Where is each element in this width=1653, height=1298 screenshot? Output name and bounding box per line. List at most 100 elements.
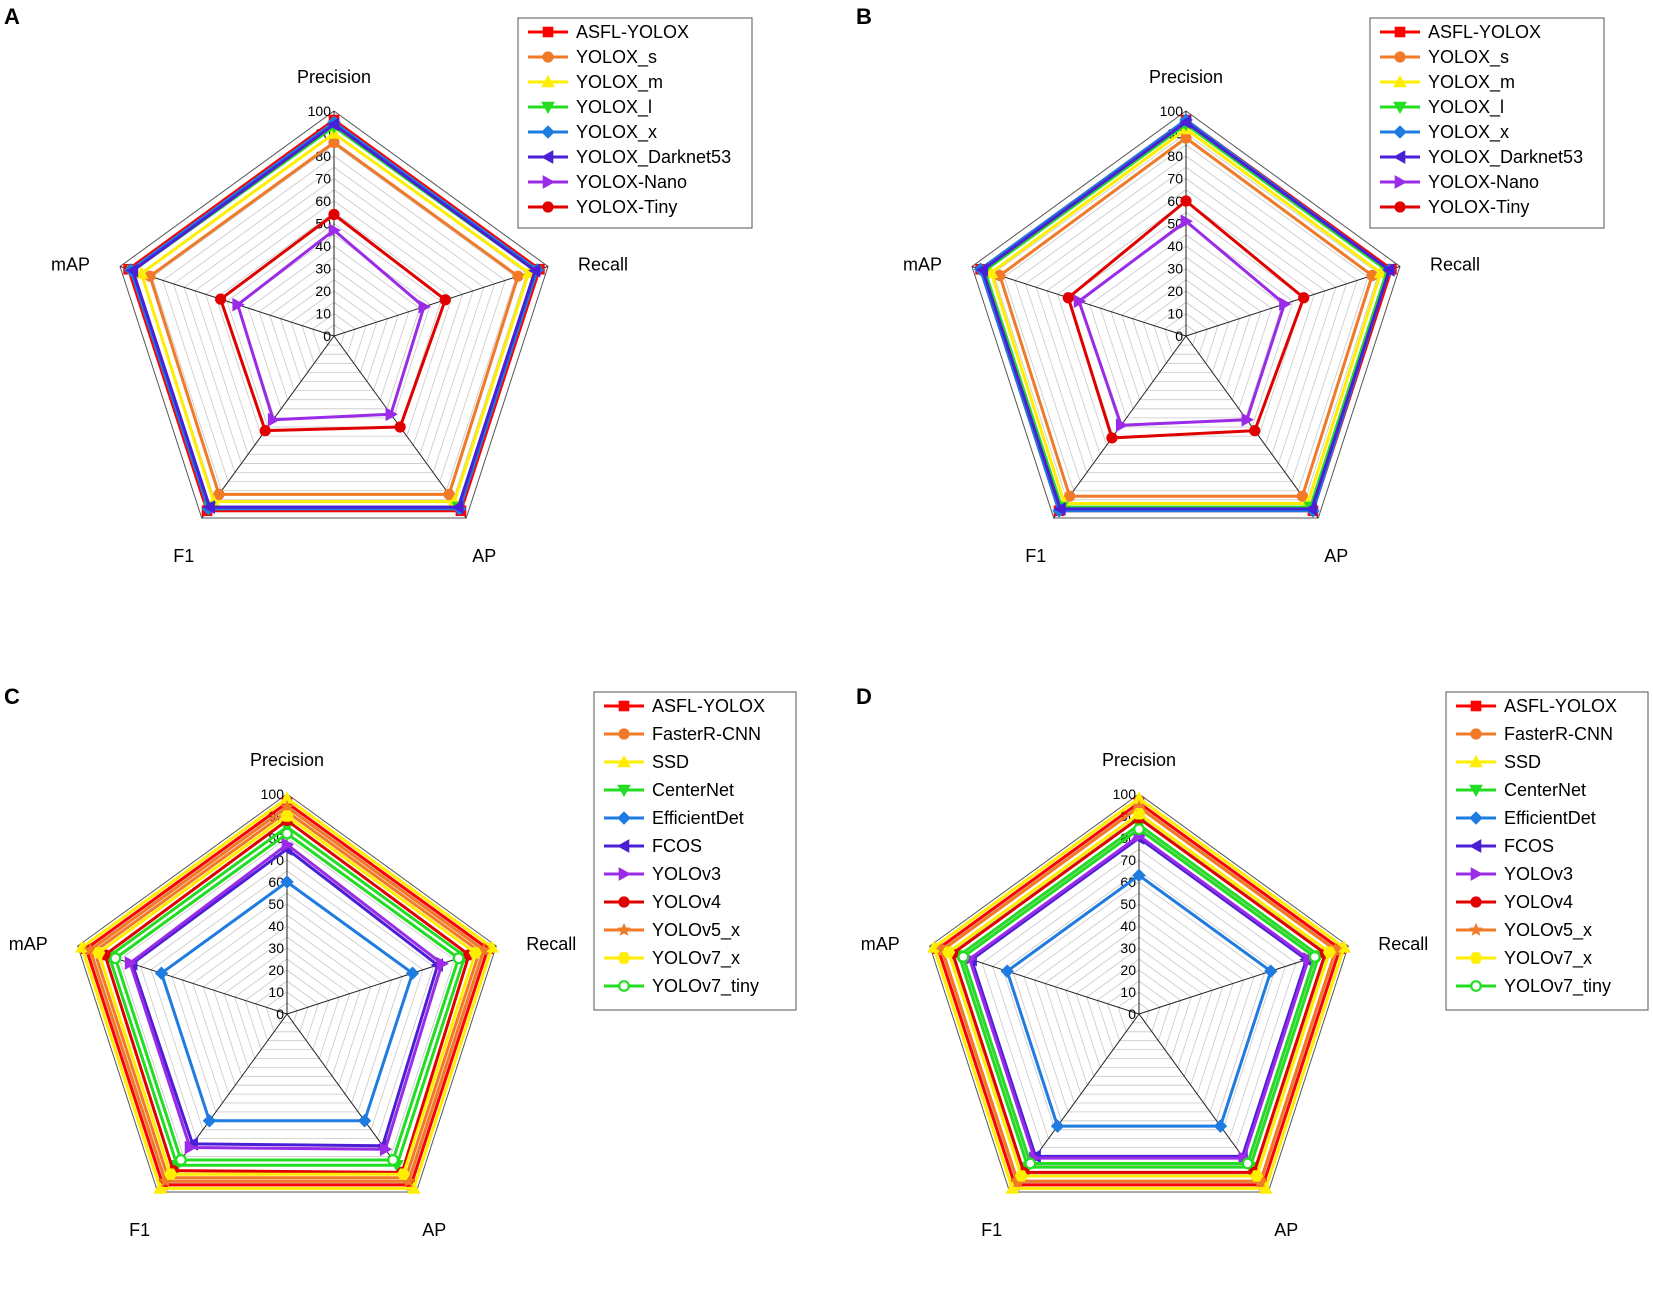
series-line	[1066, 199, 1306, 440]
radar-chart-b: 0102030405060708090100PrecisionRecallAPF…	[903, 17, 1605, 566]
radar-chart-d: 0102030405060708090100PrecisionRecallAPF…	[861, 691, 1649, 1240]
legend: ASFL-YOLOX FasterR-CNN SSD CenterNet Efficie…	[593, 691, 797, 1011]
grid-ring	[194, 189, 474, 455]
grid-ring	[192, 914, 382, 1095]
legend-item: FCOS	[1456, 836, 1554, 856]
grid-ring	[119, 837, 455, 1157]
grid-ring	[183, 178, 485, 464]
legend-marker	[1394, 201, 1406, 213]
legend-item: YOLOX_m	[528, 72, 663, 93]
legend-item: YOLOX_l	[528, 97, 652, 118]
axis-label-precision: Precision	[1149, 67, 1223, 87]
series-yolox-m	[134, 126, 536, 507]
tick-label: 30	[1120, 940, 1136, 956]
legend-marker	[1393, 74, 1407, 88]
grid-ring	[1035, 178, 1337, 464]
axis-label-ap: AP	[1324, 546, 1348, 566]
legend-item: YOLOX-Tiny	[528, 197, 677, 217]
legend-item: YOLOX_l	[1380, 97, 1504, 118]
legend-item: YOLOv3	[1456, 864, 1573, 884]
legend-marker	[1468, 839, 1482, 853]
grid-ring	[1003, 144, 1369, 492]
data-point	[1249, 425, 1261, 437]
data-point	[1050, 1119, 1065, 1133]
data-point	[281, 827, 293, 840]
legend-item: EfficientDet	[604, 808, 744, 828]
data-point	[109, 952, 122, 965]
series-line	[932, 796, 1346, 1190]
legend-item: FasterR-CNN	[1456, 724, 1613, 744]
series-line	[936, 801, 1342, 1187]
legend-item: YOLOv3	[604, 864, 721, 884]
grid-ring	[162, 155, 506, 483]
axis-label-f1: F1	[981, 1220, 1002, 1240]
data-point	[387, 1154, 399, 1166]
axis-spoke	[1185, 265, 1401, 337]
legend-label: YOLOX_m	[576, 72, 663, 93]
tick-label: 70	[315, 171, 331, 187]
data-point	[942, 946, 956, 958]
series-line	[983, 123, 1389, 509]
data-point	[385, 407, 398, 422]
data-point	[1241, 412, 1254, 427]
legend-item: YOLOv7_x	[1456, 948, 1592, 969]
data-point	[452, 952, 465, 965]
legend-label: EfficientDet	[652, 808, 744, 828]
legend-marker	[1469, 754, 1483, 768]
tick-label: 40	[268, 918, 284, 934]
legend-marker	[617, 922, 631, 936]
legend-marker	[1393, 125, 1407, 139]
series-line	[113, 832, 461, 1162]
data-point	[328, 223, 342, 238]
legend-box	[1369, 17, 1605, 229]
legend-item: YOLOX_s	[528, 47, 657, 68]
legend-item: YOLOX-Nano	[1380, 172, 1539, 192]
grid-ring	[1117, 991, 1161, 1033]
series-yolov7-tiny	[109, 827, 465, 1166]
legend: ASFL-YOLOX YOLOX_s YOLOX_m YOLOX_l YOLOX_x YO…	[517, 17, 753, 229]
series-yolov7-x	[92, 810, 482, 1180]
series-yolov3	[124, 837, 449, 1157]
legend-item: ASFL-YOLOX	[604, 696, 765, 716]
tick-label: 0	[276, 1006, 284, 1022]
grid-ring	[280, 279, 388, 382]
legend-box	[517, 17, 753, 229]
legend-marker	[1469, 952, 1483, 964]
data-point	[1024, 1157, 1037, 1170]
data-point	[1180, 195, 1192, 207]
legend-item: YOLOX-Tiny	[1380, 197, 1529, 217]
data-point	[436, 956, 449, 971]
panel-b: B 0 10 20 30 40 50 60 70 80 90 100 Precision Recall A…	[852, 0, 1653, 618]
legend: ASFL-YOLOX FasterR-CNN SSD CenterNet Efficie…	[1445, 691, 1649, 1011]
series-line	[940, 805, 1338, 1183]
legend-label: ASFL-YOLOX	[652, 696, 765, 716]
legend-marker	[541, 125, 555, 139]
series-line	[981, 120, 1391, 511]
data-point	[1133, 823, 1145, 836]
legend-label: YOLOX_l	[1428, 97, 1504, 118]
legend-item: ASFL-YOLOX	[528, 22, 689, 42]
legend-marker	[618, 728, 630, 740]
legend-marker	[1469, 811, 1483, 825]
grid-ring	[77, 793, 497, 1193]
legend-item: YOLOX-Nano	[528, 172, 687, 192]
legend-label: FCOS	[652, 836, 702, 856]
data-point	[1053, 502, 1066, 516]
legend-item: SSD	[604, 752, 689, 772]
legend-label: YOLOv7_tiny	[652, 976, 759, 997]
series-yolov7-tiny	[957, 823, 1321, 1170]
data-point	[202, 500, 215, 514]
grid-ring	[173, 166, 495, 473]
data-point	[485, 940, 499, 953]
data-point	[443, 488, 455, 500]
legend-item: YOLOX_Darknet53	[528, 147, 731, 168]
legend-marker	[1394, 175, 1408, 189]
data-point	[184, 1140, 198, 1155]
grid-ring	[140, 859, 434, 1139]
legend-item: YOLOv4	[604, 892, 721, 912]
data-point	[927, 940, 941, 953]
data-point	[232, 297, 245, 312]
grid-ring	[1065, 936, 1213, 1077]
series-line	[957, 823, 1321, 1169]
